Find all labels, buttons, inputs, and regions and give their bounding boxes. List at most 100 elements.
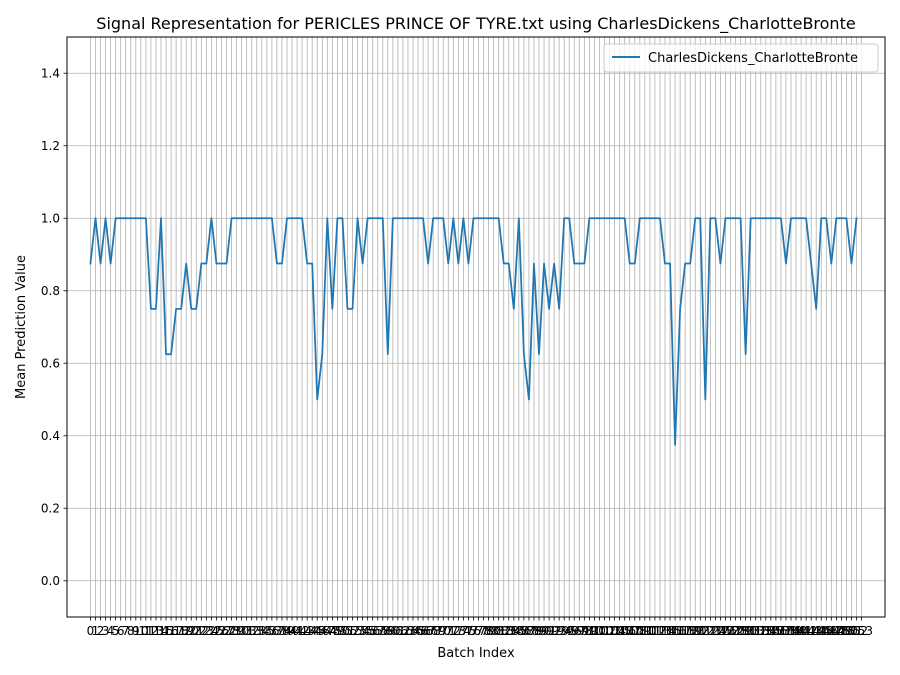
x-tick-label: 44: [305, 624, 320, 638]
x-tick-label: 24: [204, 624, 219, 638]
x-tick-label: 69: [431, 624, 446, 638]
x-tick-label: 85: [511, 624, 526, 638]
x-tick-label: 99: [582, 624, 597, 638]
x-tick-label: 31: [239, 624, 254, 638]
x-tick-label: 108: [623, 624, 646, 638]
x-tick-label: 11: [138, 624, 153, 638]
x-tick-label: 20: [184, 624, 199, 638]
x-tick-label: 3: [102, 624, 110, 638]
x-tick-label: 153: [850, 624, 873, 638]
x-tick-label: 143: [800, 624, 823, 638]
x-tick-label: 112: [643, 624, 666, 638]
x-tick-label: 92: [546, 624, 561, 638]
x-tick-label: 136: [764, 624, 787, 638]
x-tick-label: 109: [628, 624, 651, 638]
x-gridlines: [90, 37, 862, 617]
x-tick-label: 21: [189, 624, 204, 638]
x-tick-label: 29: [229, 624, 244, 638]
x-tick-label: 131: [739, 624, 762, 638]
x-tick-label: 152: [845, 624, 868, 638]
x-tick-label: 90: [536, 624, 551, 638]
y-axis-ticks: 0.0 0.2 0.4 0.6 0.8 1.0 1.2 1.4: [41, 66, 67, 588]
x-tick-label: 135: [759, 624, 782, 638]
x-tick-label: 82: [496, 624, 511, 638]
x-tick-label: 81: [491, 624, 506, 638]
x-tick-label: 5: [112, 624, 120, 638]
x-tick-label: 138: [775, 624, 798, 638]
x-tick-label: 76: [466, 624, 481, 638]
x-tick-label: 67: [420, 624, 435, 638]
x-tick-label: 56: [365, 624, 380, 638]
x-tick-label: 55: [360, 624, 375, 638]
x-tick-label: 6: [117, 624, 125, 638]
x-tick-label: 117: [669, 624, 692, 638]
x-tick-label: 113: [649, 624, 672, 638]
x-tick-label: 45: [310, 624, 325, 638]
x-tick-label: 17: [168, 624, 183, 638]
x-tick-label: 41: [289, 624, 304, 638]
x-tick-label: 62: [395, 624, 410, 638]
x-tick-label: 34: [254, 624, 269, 638]
x-tick-label: 50: [335, 624, 350, 638]
x-tick-label: 145: [810, 624, 833, 638]
x-tick-label: 105: [608, 624, 631, 638]
x-tick-label: 87: [521, 624, 536, 638]
x-tick-label: 72: [446, 624, 461, 638]
y-tick-label: 0.2: [41, 501, 60, 515]
x-tick-label: 93: [552, 624, 567, 638]
x-tick-label: 51: [340, 624, 355, 638]
x-tick-label: 16: [163, 624, 178, 638]
x-tick-label: 86: [516, 624, 531, 638]
x-tick-label: 65: [410, 624, 425, 638]
y-tick-label: 0.0: [41, 574, 60, 588]
x-tick-label: 97: [572, 624, 587, 638]
x-tick-label: 133: [749, 624, 772, 638]
x-tick-label: 149: [830, 624, 853, 638]
x-tick-label: 101: [588, 624, 611, 638]
chart-title: Signal Representation for PERICLES PRINC…: [96, 14, 855, 34]
x-tick-label: 36: [264, 624, 279, 638]
x-tick-label: 18: [174, 624, 189, 638]
x-tick-label: 119: [679, 624, 702, 638]
x-tick-label: 126: [714, 624, 737, 638]
x-tick-label: 77: [471, 624, 486, 638]
x-tick-label: 33: [249, 624, 264, 638]
x-tick-label: 71: [441, 624, 456, 638]
x-tick-label: 59: [380, 624, 395, 638]
x-axis-ticks: 0123456789101112131415161718192021222324…: [87, 617, 873, 638]
x-tick-label: 128: [724, 624, 747, 638]
x-tick-label: 28: [224, 624, 239, 638]
y-tick-label: 0.4: [41, 429, 60, 443]
x-tick-label: 79: [481, 624, 496, 638]
x-tick-label: 116: [664, 624, 687, 638]
x-tick-label: 0: [87, 624, 95, 638]
x-tick-label: 58: [375, 624, 390, 638]
x-tick-label: 23: [199, 624, 214, 638]
x-tick-label: 43: [300, 624, 315, 638]
x-tick-label: 54: [355, 624, 370, 638]
x-tick-label: 146: [815, 624, 838, 638]
x-tick-label: 142: [795, 624, 818, 638]
y-gridlines: [67, 72, 885, 582]
x-tick-label: 88: [526, 624, 541, 638]
x-tick-label: 66: [415, 624, 430, 638]
x-tick-label: 19: [179, 624, 194, 638]
x-tick-label: 70: [436, 624, 451, 638]
x-tick-label: 100: [583, 624, 606, 638]
x-tick-label: 9: [132, 624, 140, 638]
x-tick-label: 8: [127, 624, 135, 638]
x-tick-label: 140: [785, 624, 808, 638]
x-tick-label: 63: [400, 624, 415, 638]
x-tick-label: 123: [699, 624, 722, 638]
y-axis-label: Mean Prediction Value: [14, 255, 29, 399]
x-tick-label: 148: [825, 624, 848, 638]
y-tick-label: 1.0: [41, 211, 60, 225]
x-tick-label: 1: [92, 624, 100, 638]
x-tick-label: 42: [294, 624, 309, 638]
x-tick-label: 35: [259, 624, 274, 638]
x-tick-label: 121: [689, 624, 712, 638]
x-tick-label: 124: [704, 624, 727, 638]
x-tick-label: 4: [107, 624, 115, 638]
x-tick-label: 122: [694, 624, 717, 638]
